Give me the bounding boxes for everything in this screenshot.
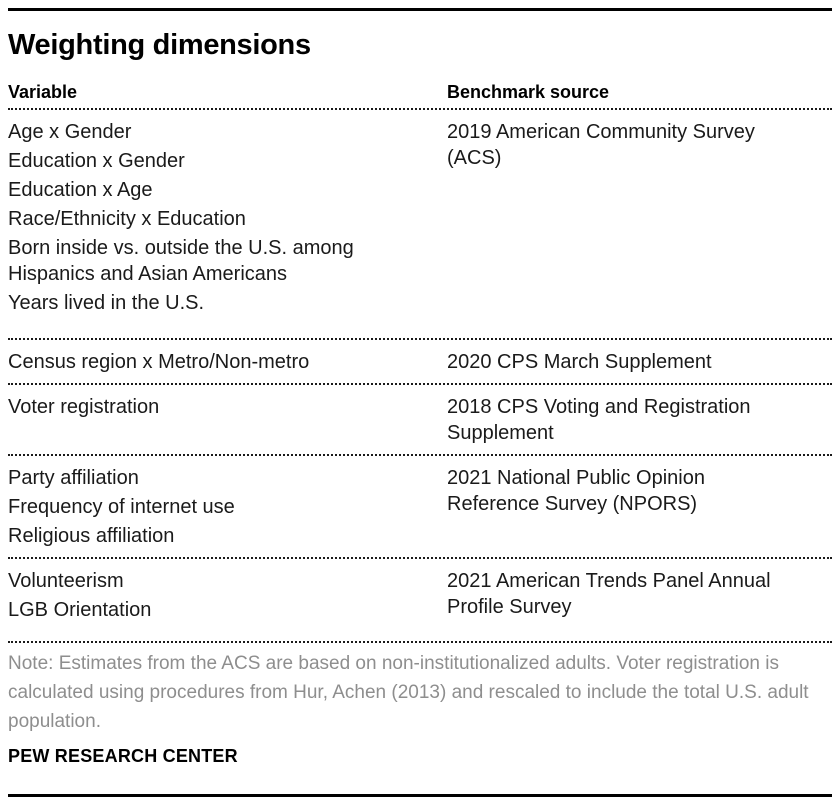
source-label: PEW RESEARCH CENTER [8, 746, 238, 766]
table-row: Volunteerism LGB Orientation 2021 American… [8, 559, 832, 643]
weighting-table: Variable Benchmark source Age x Gender Ed… [8, 82, 832, 643]
variable-cell: Census region x Metro/Non-metro [8, 349, 447, 375]
variable-cell: Age x Gender Education x Gender Education … [8, 119, 447, 316]
benchmark-text: 2021 National Public Opinion Reference S… [447, 467, 705, 515]
variable-cell: Voter registration [8, 394, 447, 446]
variable-item: Born inside vs. outside the U.S. among H… [8, 237, 354, 285]
table-body: Age x Gender Education x Gender Education … [8, 110, 832, 643]
top-rule [8, 8, 832, 11]
variable-item: Census region x Metro/Non-metro [8, 351, 310, 373]
benchmark-text: 2018 CPS Voting and Registration Supplem… [447, 396, 751, 444]
table-row: Voter registration 2018 CPS Voting and Re… [8, 385, 832, 456]
table-row: Party affiliation Frequency of internet u… [8, 456, 832, 559]
variable-item: Religious affiliation [8, 525, 175, 547]
table-row: Census region x Metro/Non-metro 2020 CPS … [8, 340, 832, 385]
column-header-variable: Variable [8, 82, 78, 102]
variable-item: LGB Orientation [8, 599, 152, 621]
table-header-row: Variable Benchmark source [8, 82, 832, 110]
variable-item: Years lived in the U.S. [8, 292, 205, 314]
benchmark-text: 2021 American Trends Panel Annual Profil… [447, 570, 771, 618]
benchmark-cell: 2018 CPS Voting and Registration Supplem… [447, 394, 832, 446]
benchmark-text: 2020 CPS March Supplement [447, 351, 712, 373]
figure-title: Weighting dimensions [8, 29, 311, 61]
variable-cell: Party affiliation Frequency of internet u… [8, 465, 447, 549]
variable-item: Frequency of internet use [8, 496, 235, 518]
variable-item: Race/Ethnicity x Education [8, 208, 246, 230]
benchmark-cell: 2020 CPS March Supplement [447, 349, 832, 375]
column-header-benchmark-source: Benchmark source [447, 82, 610, 102]
figure-note: Note: Estimates from the ACS are based o… [8, 653, 809, 732]
variable-item: Education x Gender [8, 150, 185, 172]
bottom-rule [8, 794, 832, 797]
variable-item: Age x Gender [8, 121, 132, 143]
variable-item: Education x Age [8, 179, 153, 201]
variable-item: Party affiliation [8, 467, 139, 489]
variable-item: Volunteerism [8, 570, 124, 592]
benchmark-cell: 2021 National Public Opinion Reference S… [447, 465, 832, 549]
variable-item: Voter registration [8, 396, 160, 418]
variable-cell: Volunteerism LGB Orientation [8, 568, 447, 623]
benchmark-text: 2019 American Community Survey (ACS) [447, 121, 755, 169]
benchmark-cell: 2019 American Community Survey (ACS) [447, 119, 832, 316]
benchmark-cell: 2021 American Trends Panel Annual Profil… [447, 568, 832, 623]
table-row: Age x Gender Education x Gender Education … [8, 110, 832, 340]
